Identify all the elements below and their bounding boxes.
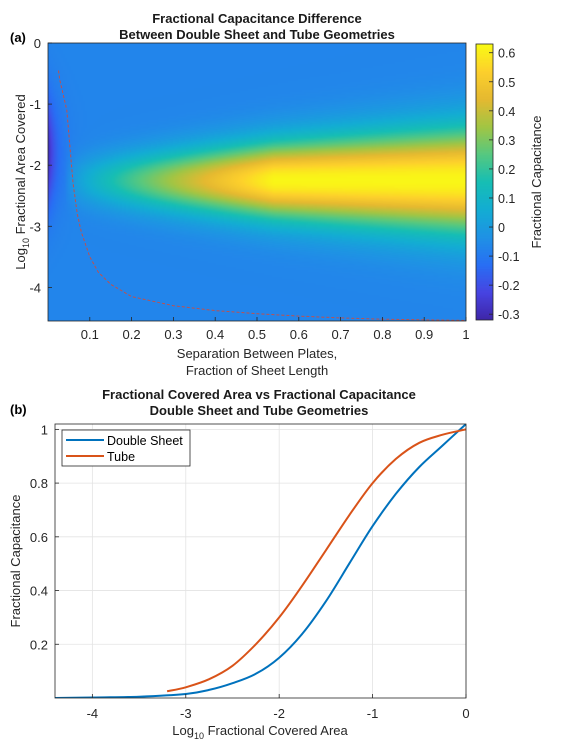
legend-label-double-sheet: Double Sheet <box>107 434 183 448</box>
colorbar-tick-label: 0.4 <box>498 105 515 119</box>
heatmap-x-tick-label: 1 <box>462 327 469 342</box>
zero-contour-line <box>58 70 466 321</box>
line-chart-legend: Double Sheet Tube <box>61 429 191 467</box>
series-line-tube <box>166 428 466 693</box>
panel-a-letter: (a) <box>10 30 26 45</box>
line-chart-x-label: Log10 Fractional Covered Area <box>172 723 348 741</box>
line-chart-x-tick-label: 0 <box>462 706 469 721</box>
line-chart-y-label: Fractional Capacitance <box>8 495 23 628</box>
heatmap-y-label: Log10 Fractional Area Covered <box>13 94 31 270</box>
line-chart-y-tick-label: 0.2 <box>30 637 48 652</box>
heatmap-y-tick-label: 0 <box>34 36 41 51</box>
line-chart-y-tick-label: 1 <box>41 422 48 437</box>
heatmap-x-tick-label: 0.9 <box>415 327 433 342</box>
line-chart-x-ticks: -4 -3 -2 -1 0 <box>87 694 470 721</box>
heatmap-x-label-line2: Fraction of Sheet Length <box>186 363 328 378</box>
line-chart-series <box>55 424 466 698</box>
heatmap-x-ticks: 0.1 0.2 0.3 0.4 0.5 0.6 0.7 0.8 0.9 1 <box>81 317 470 342</box>
colorbar-tick-label: -0.3 <box>498 308 520 322</box>
line-chart-x-tick-label: -3 <box>180 706 192 721</box>
panel-b-letter: (b) <box>10 402 27 417</box>
heatmap-y-tick-label: -1 <box>29 97 41 112</box>
legend-label-tube: Tube <box>107 450 135 464</box>
heatmap-x-tick-label: 0.5 <box>248 327 266 342</box>
line-chart-y-ticks: 0.2 0.4 0.6 0.8 1 <box>30 422 59 652</box>
heatmap-y-ticks: 0 -1 -2 -3 -4 <box>29 36 52 295</box>
line-chart-x-tick-label: -1 <box>367 706 379 721</box>
colorbar-tick-label: -0.1 <box>498 250 520 264</box>
heatmap-image <box>48 43 466 321</box>
colorbar-tick-label: 0.5 <box>498 76 515 90</box>
line-chart-title: Fractional Covered Area vs Fractional Ca… <box>102 387 416 402</box>
colorbar-tick-label: 0.3 <box>498 134 515 148</box>
heatmap-x-tick-label: 0.2 <box>123 327 141 342</box>
colorbar-tick-label: 0 <box>498 221 505 235</box>
line-chart-plot-area <box>55 424 466 698</box>
line-chart-x-tick-label: -4 <box>87 706 99 721</box>
colorbar-tick-label: -0.2 <box>498 279 520 293</box>
heatmap-x-tick-label: 0.6 <box>290 327 308 342</box>
colorbar-gradient <box>476 44 493 320</box>
panel-b: (b) Fractional Covered Area vs Fractiona… <box>8 387 470 741</box>
colorbar-label: Fractional Capacitance <box>529 116 544 249</box>
line-chart-axes-box <box>54 423 467 699</box>
heatmap-title: Fractional Capacitance Difference <box>152 11 362 26</box>
colorbar-tick-label: 0.6 <box>498 47 515 61</box>
line-chart-y-tick-label: 0.6 <box>30 530 48 545</box>
legend-box <box>61 429 191 467</box>
heatmap-y-tick-label: -2 <box>29 158 41 173</box>
line-chart-subtitle: Double Sheet and Tube Geometries <box>150 403 369 418</box>
heatmap-y-tick-label: -4 <box>29 280 41 295</box>
line-chart-y-tick-label: 0.8 <box>30 476 48 491</box>
heatmap-x-tick-label: 0.7 <box>332 327 350 342</box>
colorbar-tick-label: 0.1 <box>498 192 515 206</box>
heatmap-x-tick-label: 0.1 <box>81 327 99 342</box>
heatmap-x-tick-label: 0.8 <box>373 327 391 342</box>
heatmap-x-tick-label: 0.4 <box>206 327 224 342</box>
panel-a: (a) Fractional Capacitance Difference Be… <box>10 11 544 378</box>
colorbar-box <box>475 43 494 321</box>
line-chart-y-tick-label: 0.4 <box>30 584 48 599</box>
colorbar-ticks: 0.6 0.5 0.4 0.3 0.2 0.1 0 -0.1 -0.2 -0.3 <box>489 47 520 322</box>
colorbar-tick-label: 0.2 <box>498 163 515 177</box>
line-chart-x-tick-label: -2 <box>273 706 285 721</box>
heatmap-subtitle: Between Double Sheet and Tube Geometries <box>119 27 395 42</box>
heatmap-x-tick-label: 0.3 <box>164 327 182 342</box>
heatmap-y-tick-label: -3 <box>29 219 41 234</box>
line-chart-grid <box>55 424 467 698</box>
heatmap-x-label-line1: Separation Between Plates, <box>177 346 337 361</box>
series-line-double-sheet <box>55 424 466 698</box>
